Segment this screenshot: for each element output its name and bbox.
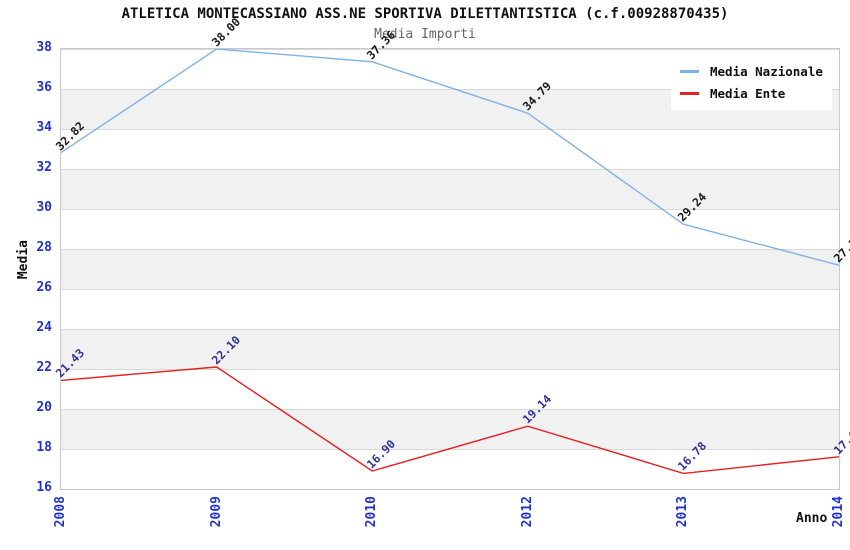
y-tick-label: 36 [36, 80, 52, 95]
y-tick-label: 24 [36, 320, 52, 335]
legend-swatch-icon [680, 69, 699, 73]
y-tick-label: 26 [36, 280, 52, 295]
x-tick-label: 2014 [831, 496, 846, 528]
legend-label: Media Ente [710, 85, 786, 101]
y-tick-label: 34 [36, 120, 52, 135]
legend-item: Media Ente [680, 82, 823, 104]
y-tick-label: 20 [36, 400, 52, 415]
legend-swatch-icon [680, 91, 699, 95]
chart-subtitle: Media Importi [374, 27, 476, 42]
x-tick-label: 2012 [519, 496, 535, 528]
chart-title: ATLETICA MONTECASSIANO ASS.NE SPORTIVA D… [121, 6, 729, 22]
series-line-media-nazionale [61, 49, 839, 266]
y-tick-label: 18 [36, 440, 52, 455]
x-tick-label: 2013 [675, 496, 691, 528]
series-line-media-ente [61, 366, 839, 475]
x-tick-label: 2010 [364, 496, 380, 528]
y-tick-label: 16 [36, 480, 52, 495]
legend-label: Media Nazionale [710, 63, 823, 79]
y-tick-label: 32 [36, 160, 52, 175]
plot-area [60, 48, 840, 490]
x-tick-label: 2008 [53, 496, 68, 528]
legend-item: Media Nazionale [680, 60, 823, 82]
x-axis-title: Anno [796, 511, 828, 526]
x-tick-label: 2009 [208, 496, 224, 528]
legend: Media Nazionale Media Ente [671, 55, 832, 110]
line-series-canvas [61, 49, 839, 475]
y-tick-label: 22 [36, 360, 52, 375]
y-tick-label: 28 [36, 240, 52, 255]
y-tick-label: 30 [36, 200, 52, 215]
y-tick-label: 38 [36, 40, 52, 55]
